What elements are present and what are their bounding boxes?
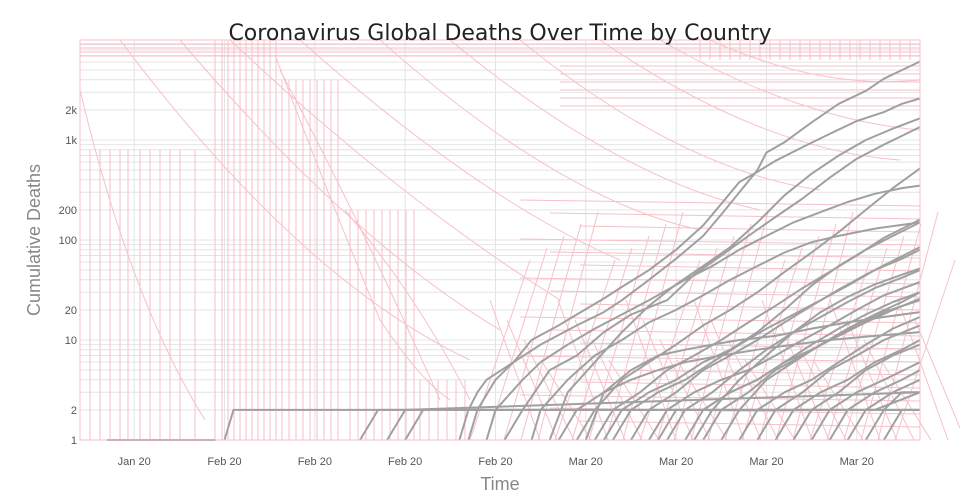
overlay-line [549,329,921,337]
overlay-line [520,223,582,441]
y-tick-label: 200 [59,205,77,217]
series-line [458,60,921,441]
series-line [503,126,921,441]
overlay-line [519,199,921,207]
overlay-line [744,359,796,441]
overlay-line [579,381,921,389]
series-line [738,316,921,441]
series-line [648,281,921,441]
overlay-line [625,299,677,441]
overlay-line [540,359,592,441]
series-line [720,291,921,441]
overlay-line [656,247,718,441]
x-tick-label: Feb 20 [298,456,332,468]
series-line [774,339,921,441]
overlay-curve [179,39,501,331]
series-line [557,331,921,441]
overlay-curve [709,39,921,83]
overlay-line [863,339,915,441]
overlay-curve [379,39,701,231]
overlay-line [549,212,921,220]
overlay-curve [279,69,441,401]
x-tick-label: Feb 20 [388,456,422,468]
overlay-line [761,299,813,441]
overlay-line [727,339,779,441]
x-tick-label: Jan 20 [118,456,151,468]
overlay-line [690,223,752,441]
overlay-line [519,355,921,363]
overlay-line [489,299,541,441]
y-tick-label: 20 [65,305,77,317]
overlay-curve [119,39,471,361]
y-tick-label: 2 [71,405,77,417]
overlay-line [549,251,921,259]
chart-title: Coronavirus Global Deaths Over Time by C… [228,21,771,46]
y-tick-label: 1k [65,135,77,147]
overlay-curve [299,39,621,261]
x-tick-label: Feb 20 [478,456,512,468]
x-tick-label: Mar 20 [749,456,783,468]
series-line [404,408,920,441]
overlay-curve [344,209,471,401]
overlay-line [758,235,820,441]
overlay-curve [449,39,761,211]
series-line [657,291,921,441]
plot-frame [79,39,921,441]
series-line [810,361,921,441]
y-axis-title: Cumulative Deaths [24,164,44,316]
x-axis-title: Time [480,474,519,494]
series-line [630,246,921,441]
series-line [386,391,921,441]
overlay-line [880,359,932,441]
y-tick-label: 10 [65,335,77,347]
overlay-curve [519,39,821,191]
series-line [584,311,921,441]
overlay-line [860,223,922,441]
y-tick-label: 1 [71,435,77,447]
overlay-curve [229,39,561,301]
overlay-curve [79,89,206,421]
overlay-curve [659,39,921,131]
y-tick-label: 100 [59,235,77,247]
overlay-line [642,319,694,441]
series-line [792,343,921,441]
overlay-line [877,211,939,441]
overlay-line [673,235,735,441]
tick-labels: 1 2 10 20 100 200 1k 2k Jan 20 Feb 20 Feb 20 Feb 20… [59,105,874,468]
overlay-line [579,303,921,311]
series-line [846,378,921,441]
x-tick-label: Mar 20 [659,456,693,468]
y-tick-label: 2k [65,105,77,117]
series-line [548,117,921,441]
overlay-line [579,264,921,272]
series-line [828,369,921,441]
overlay-line [914,319,960,430]
series-line [485,184,921,441]
overlay-line [778,319,830,441]
series-line [575,167,921,441]
overlay-line [741,247,803,441]
series-line [864,391,920,441]
x-tick-label: Feb 20 [207,456,241,468]
overlay-line [519,238,921,246]
series-line [467,97,921,441]
series-line [883,408,920,441]
overlay-curve [274,54,451,401]
series-lines [79,39,921,441]
overlay-line [579,342,921,350]
series-line [756,324,921,441]
x-tick-label: Mar 20 [840,456,874,468]
overlay-line [506,319,558,441]
series-line [603,221,921,441]
x-tick-label: Mar 20 [569,456,603,468]
overlay-line [707,211,769,441]
overlay-line [795,339,847,441]
overlay-line [846,319,898,441]
decorative-overlay [79,39,960,441]
